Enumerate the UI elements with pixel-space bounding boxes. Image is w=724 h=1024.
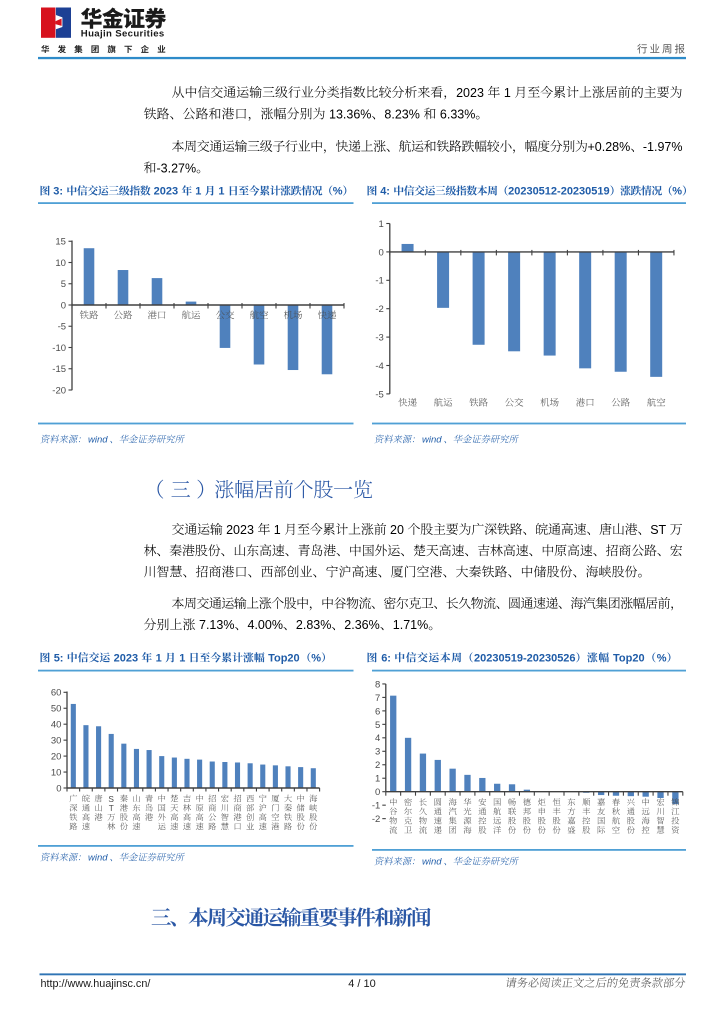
svg-text:wind: wind bbox=[88, 435, 108, 446]
svg-text:wind: wind bbox=[422, 435, 442, 446]
svg-text:2023: 2023 bbox=[226, 523, 254, 537]
svg-text:-20: -20 bbox=[52, 385, 66, 396]
svg-text:2: 2 bbox=[375, 760, 380, 771]
svg-text:4 / 10: 4 / 10 bbox=[348, 978, 376, 990]
svg-text:1: 1 bbox=[375, 774, 380, 785]
svg-text:Top20: Top20 bbox=[268, 652, 300, 664]
svg-text:1: 1 bbox=[195, 186, 201, 198]
svg-text:ST: ST bbox=[650, 523, 666, 537]
svg-text:wind: wind bbox=[88, 853, 108, 864]
svg-text:3:: 3: bbox=[53, 186, 63, 198]
svg-text:2.36%: 2.36% bbox=[344, 618, 379, 632]
svg-text:-5: -5 bbox=[58, 322, 66, 333]
svg-text:2023: 2023 bbox=[456, 86, 484, 100]
svg-text:60: 60 bbox=[51, 688, 62, 699]
svg-text:0: 0 bbox=[379, 247, 384, 258]
svg-text:1: 1 bbox=[274, 523, 281, 537]
svg-text:%: % bbox=[333, 186, 343, 198]
svg-text:-1: -1 bbox=[375, 276, 383, 287]
svg-text:-4: -4 bbox=[375, 361, 383, 372]
svg-text:Huajin Securities: Huajin Securities bbox=[81, 28, 165, 39]
svg-text:7: 7 bbox=[375, 693, 380, 704]
svg-text:1: 1 bbox=[156, 652, 162, 664]
svg-text:0: 0 bbox=[56, 783, 61, 794]
svg-text:15: 15 bbox=[55, 237, 66, 248]
svg-text:-1: -1 bbox=[372, 801, 380, 812]
svg-text:10: 10 bbox=[51, 767, 62, 778]
svg-text:2023: 2023 bbox=[154, 186, 178, 198]
svg-text:7.13%: 7.13% bbox=[199, 618, 234, 632]
svg-text:3: 3 bbox=[375, 747, 380, 758]
svg-text:wind: wind bbox=[422, 857, 442, 868]
svg-text:20230519-20230526: 20230519-20230526 bbox=[474, 652, 576, 664]
svg-text:4:: 4: bbox=[380, 186, 390, 198]
svg-text:0: 0 bbox=[61, 300, 66, 311]
svg-text:T: T bbox=[109, 803, 114, 813]
svg-text:40: 40 bbox=[51, 720, 62, 731]
svg-text:6.33%: 6.33% bbox=[440, 107, 475, 121]
svg-text:50: 50 bbox=[51, 704, 62, 715]
svg-text:13.36%: 13.36% bbox=[329, 107, 371, 121]
svg-text:2023: 2023 bbox=[114, 652, 138, 664]
svg-text:1.71%: 1.71% bbox=[393, 618, 428, 632]
svg-text:10: 10 bbox=[55, 258, 66, 269]
svg-text:5: 5 bbox=[61, 279, 66, 290]
svg-text:1: 1 bbox=[179, 652, 185, 664]
svg-text:20230512-20230519: 20230512-20230519 bbox=[508, 186, 610, 198]
svg-text:-1.97%: -1.97% bbox=[643, 140, 683, 154]
svg-text:http://www.huajinsc.cn/: http://www.huajinsc.cn/ bbox=[41, 978, 151, 990]
svg-text:6:: 6: bbox=[381, 652, 391, 664]
svg-text:%: % bbox=[657, 652, 667, 664]
svg-text:30: 30 bbox=[51, 736, 62, 747]
svg-text:+0.28%: +0.28% bbox=[588, 140, 631, 154]
svg-text:-15: -15 bbox=[52, 364, 66, 375]
svg-text:0: 0 bbox=[375, 787, 380, 798]
svg-text:1: 1 bbox=[504, 86, 511, 100]
svg-text:%: % bbox=[311, 652, 321, 664]
svg-text:1: 1 bbox=[218, 186, 224, 198]
svg-text:-2: -2 bbox=[372, 814, 380, 825]
svg-text:8: 8 bbox=[375, 679, 380, 690]
svg-text:Top20: Top20 bbox=[613, 652, 645, 664]
svg-text:20: 20 bbox=[51, 752, 62, 763]
svg-text:-5: -5 bbox=[375, 389, 383, 400]
svg-text:4: 4 bbox=[375, 733, 380, 744]
svg-text:1: 1 bbox=[379, 219, 384, 230]
svg-text:-3.27%: -3.27% bbox=[157, 161, 197, 175]
svg-text:-2: -2 bbox=[375, 304, 383, 315]
svg-text:6: 6 bbox=[375, 706, 380, 717]
svg-text:2.83%: 2.83% bbox=[296, 618, 331, 632]
svg-text:5: 5 bbox=[375, 720, 380, 731]
svg-text:20: 20 bbox=[390, 523, 404, 537]
svg-text:S: S bbox=[108, 794, 114, 804]
svg-text:8.23%: 8.23% bbox=[384, 107, 419, 121]
svg-text:4.00%: 4.00% bbox=[248, 618, 283, 632]
svg-text:%: % bbox=[672, 186, 682, 198]
svg-text:-10: -10 bbox=[52, 343, 66, 354]
svg-text:-3: -3 bbox=[375, 333, 383, 344]
svg-text:5:: 5: bbox=[54, 652, 64, 664]
